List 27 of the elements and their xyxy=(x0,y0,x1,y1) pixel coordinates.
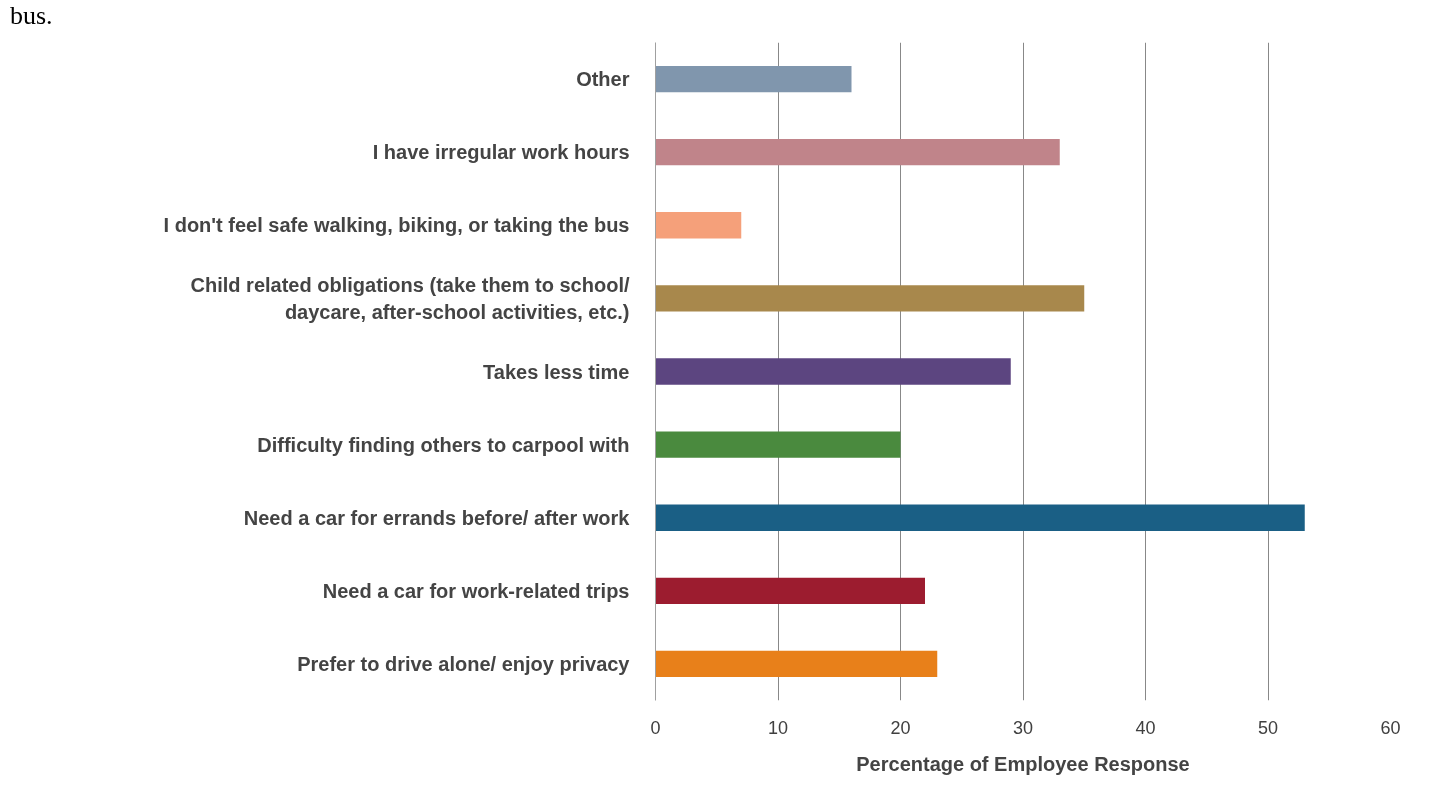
x-axis-title: Percentage of Employee Response xyxy=(856,752,1190,775)
y-tick-label: Need a car for work-related trips xyxy=(322,579,630,602)
y-tick-label: Prefer to drive alone/ enjoy privacy xyxy=(297,652,631,675)
bar xyxy=(655,65,852,93)
bar xyxy=(655,504,1305,531)
y-tick-label: I have irregular work hours xyxy=(372,141,630,164)
y-tick-label: I don't feel safe walking, biking, or taking the bus xyxy=(163,214,630,237)
x-tick-label: 40 xyxy=(1135,717,1156,738)
x-tick-label: 60 xyxy=(1380,717,1401,738)
y-tick-label: Need a car for errands before/ after work xyxy=(243,506,631,529)
bar xyxy=(655,577,925,604)
bar xyxy=(655,139,1060,166)
bar xyxy=(655,431,901,458)
x-tick-label: 20 xyxy=(890,717,911,738)
bar xyxy=(655,285,1085,312)
bar xyxy=(655,650,938,678)
y-tick-label: Difficulty finding others to carpool with xyxy=(257,433,630,456)
bar xyxy=(655,358,1011,385)
x-tick-label: 50 xyxy=(1257,717,1279,738)
bar xyxy=(655,212,742,239)
text: bus. xyxy=(10,1,53,30)
y-tick-label: Other xyxy=(576,68,630,91)
x-tick-label: 10 xyxy=(767,717,789,738)
x-tick-label: 0 xyxy=(650,717,661,738)
y-tick-label: Takes less time xyxy=(483,360,630,383)
x-tick-label: 30 xyxy=(1012,717,1034,738)
y-tick-label: Child related obligations (take them to school/ daycare, after-school activities, etc.) xyxy=(190,274,630,323)
